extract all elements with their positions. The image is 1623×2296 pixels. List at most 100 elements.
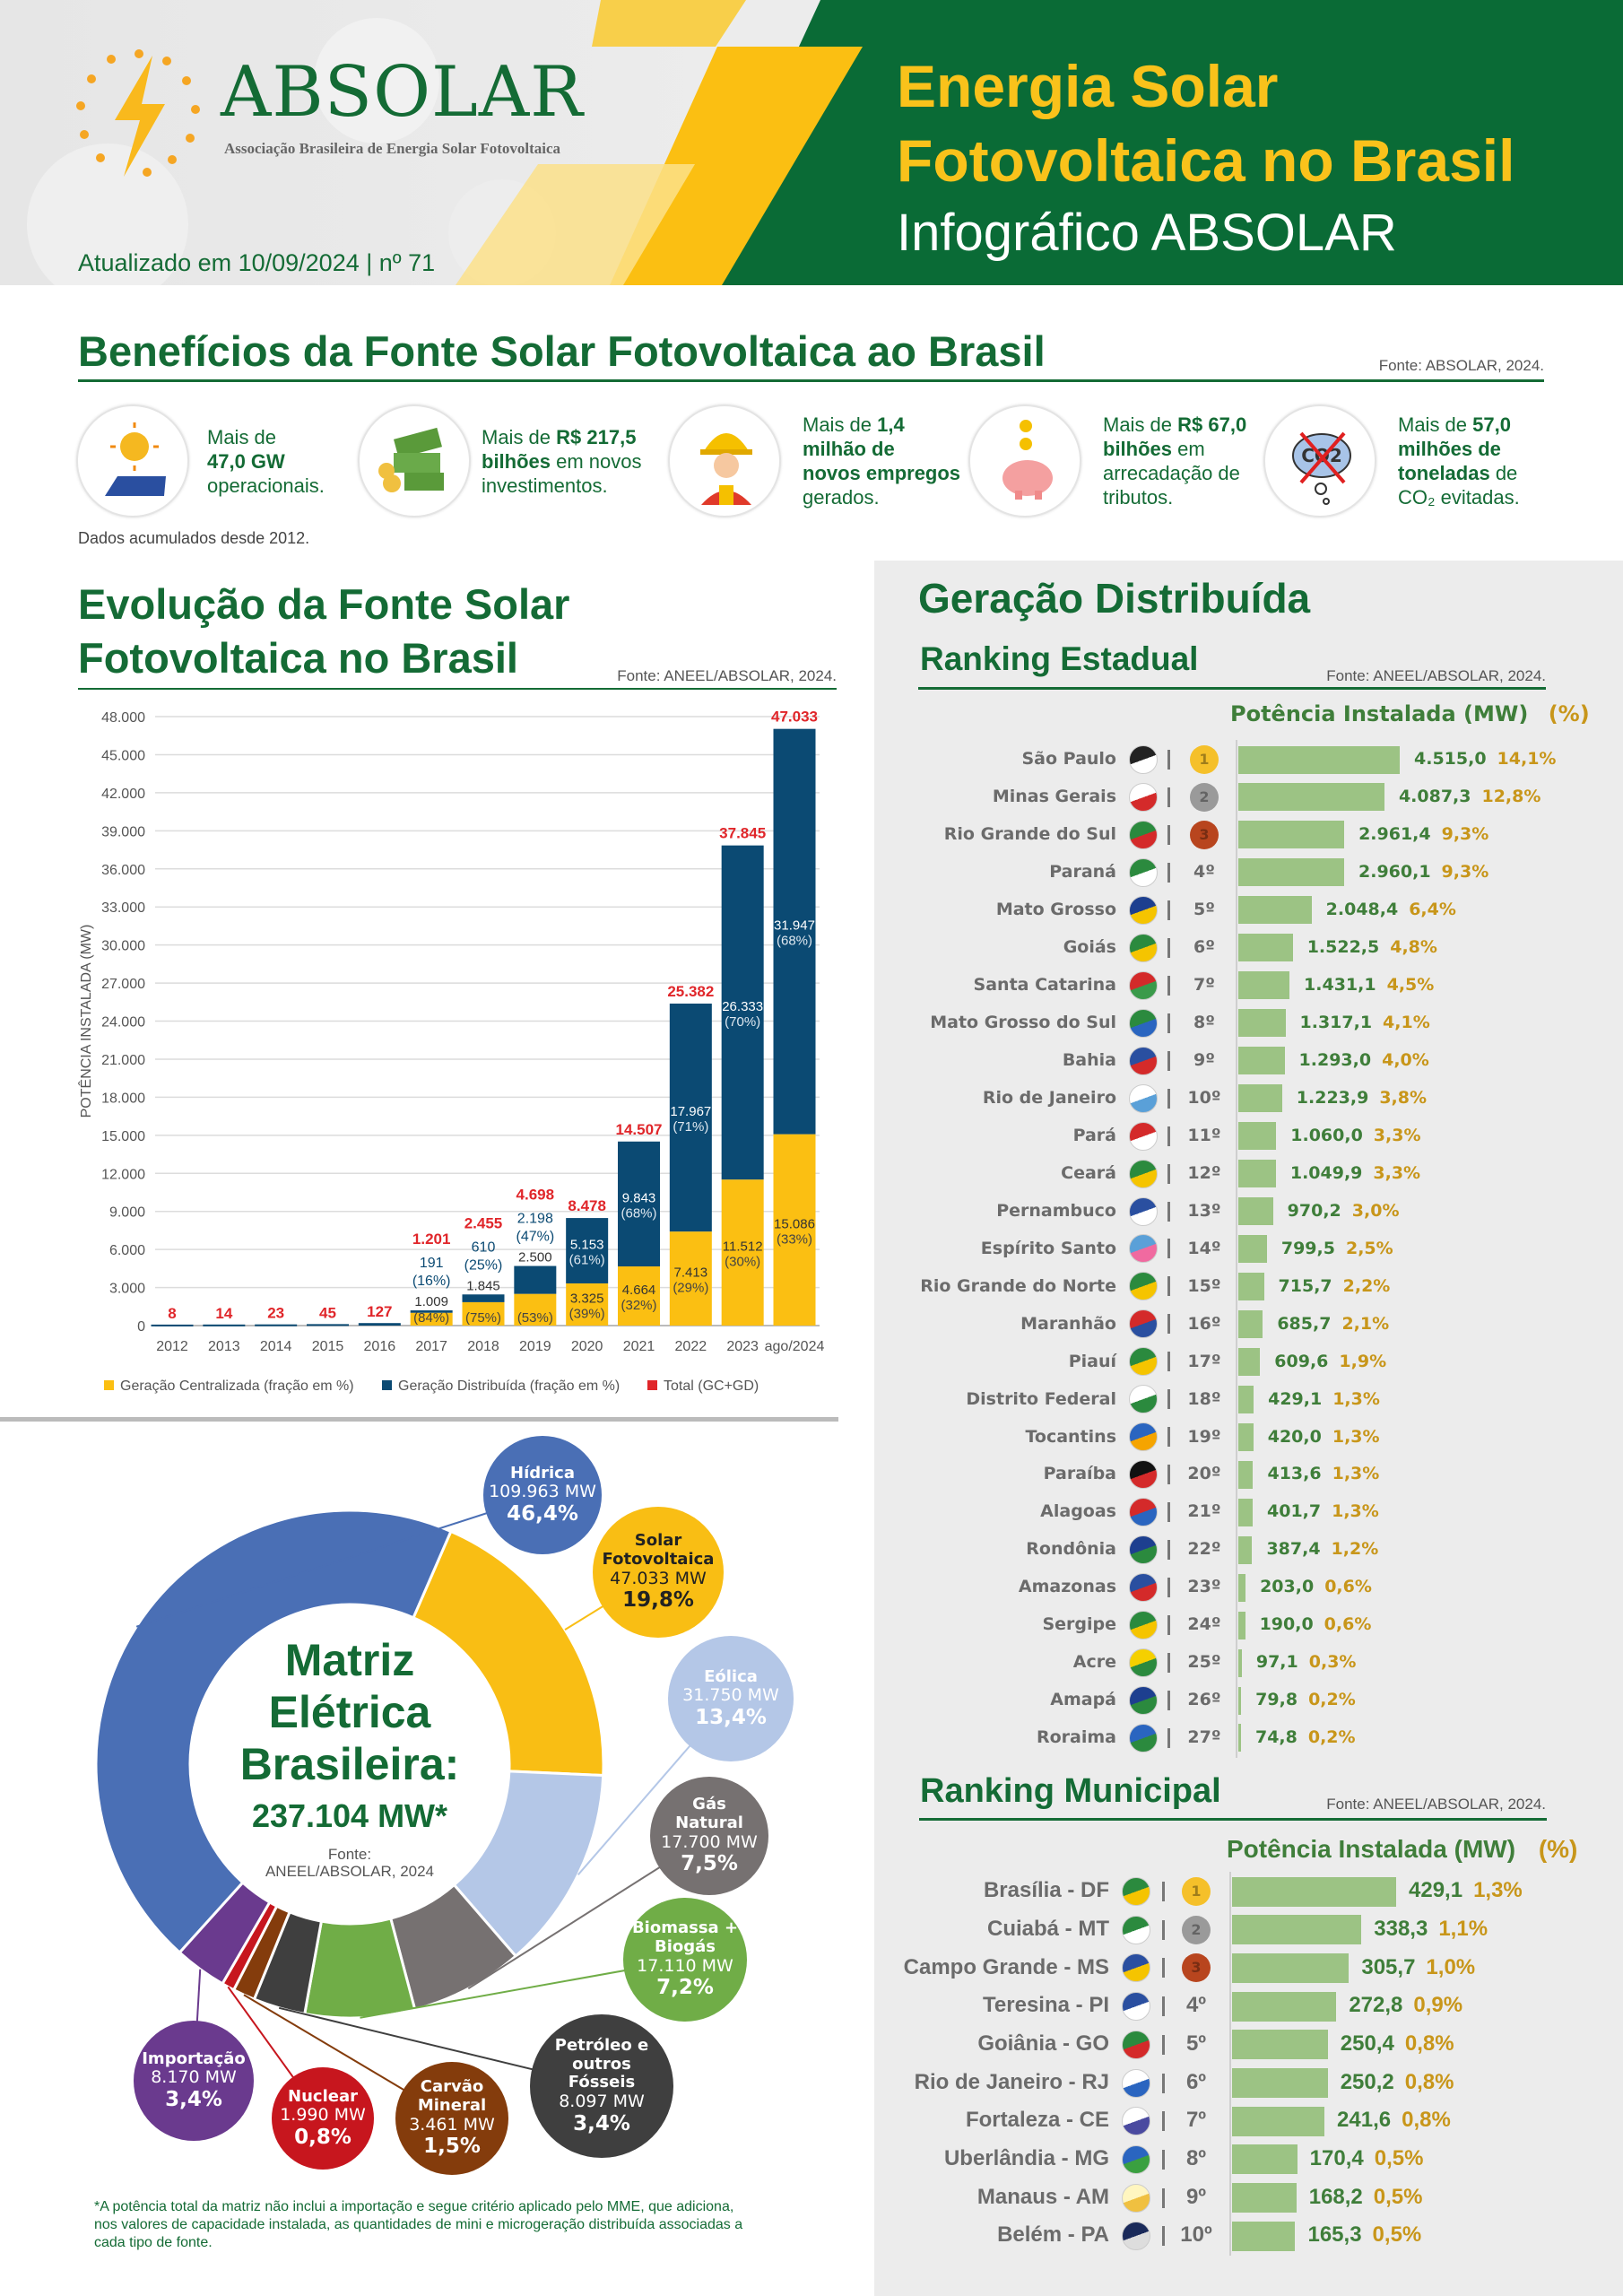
header-background	[0, 0, 1623, 285]
flag-icon	[1129, 1121, 1158, 1151]
installed-power: 79,8	[1255, 1690, 1298, 1710]
total-label: 45	[319, 1304, 336, 1321]
installed-power: 413,6	[1267, 1464, 1322, 1484]
flag-icon	[1129, 933, 1158, 962]
total-label: 47.033	[771, 709, 818, 726]
share-pct: 4,8%	[1390, 937, 1437, 958]
ranking-value: 250,4 0,8%	[1341, 2031, 1454, 2057]
ranking-bar	[1238, 934, 1293, 962]
ranking-name: Bahia	[1062, 1049, 1116, 1070]
source-name: Solar Fotovoltaica	[602, 1531, 715, 1569]
separator	[1167, 1013, 1170, 1033]
update-date: Atualizado em 10/09/2024 | nº 71	[78, 249, 436, 276]
legend-label: Geração Distribuída (fração em %)	[398, 1378, 620, 1394]
flag-icon	[1129, 745, 1158, 774]
separator	[1167, 937, 1170, 958]
installed-power: 1.223,9	[1296, 1087, 1369, 1108]
y-tick-label: 18.000	[101, 1091, 145, 1106]
ranking-bar	[1238, 1272, 1264, 1300]
benefits-title: Benefícios da Fonte Solar Fotovoltaica a…	[78, 327, 1046, 375]
flag-icon	[1122, 2068, 1150, 2098]
flag-icon	[1129, 1460, 1158, 1490]
bar-centralized	[410, 1312, 453, 1326]
flag-icon	[1129, 1422, 1158, 1452]
installed-power: 970,2	[1287, 1200, 1341, 1221]
matrix-total: 237.104 MW*	[251, 1797, 448, 1834]
matrix-title-line1: Matriz	[284, 1635, 415, 1685]
flag-icon	[1122, 1877, 1150, 1906]
y-tick-label: 45.000	[101, 748, 145, 763]
medal-gold-icon: 1	[1190, 745, 1219, 774]
separator	[1162, 1958, 1165, 1979]
ranking-bar	[1238, 1309, 1263, 1338]
ranking-value: 190,0 0,6%	[1260, 1614, 1372, 1634]
bar-total	[358, 1323, 401, 1326]
flag-icon	[1129, 1498, 1158, 1527]
source-bubble: Importação 8.170 MW 3,4%	[134, 2021, 254, 2141]
separator	[1167, 1276, 1170, 1297]
installed-power: 338,3	[1374, 1916, 1428, 1941]
ranking-value: 2.960,1 9,3%	[1358, 862, 1488, 882]
installed-power: 1.060,0	[1290, 1125, 1363, 1145]
ranking-bar	[1238, 1047, 1285, 1075]
source-name: Importação	[142, 2048, 246, 2068]
separator	[1167, 862, 1170, 883]
piggy-bank-icon	[1002, 420, 1053, 500]
ranking-position: 6º	[1185, 2069, 1207, 2094]
installed-power: 609,6	[1274, 1351, 1329, 1371]
benefit-text-part: Mais de	[803, 413, 878, 436]
total-label: 14	[215, 1305, 232, 1322]
installed-power: 2.961,4	[1358, 824, 1431, 845]
ranking-value: 2.961,4 9,3%	[1358, 824, 1488, 844]
ranking-bar	[1238, 1648, 1242, 1677]
separator	[1167, 1352, 1170, 1372]
share-pct: 2,5%	[1345, 1238, 1393, 1258]
flag-icon	[1122, 2222, 1150, 2251]
centralized-value-label: 15.086	[774, 1216, 815, 1231]
separator	[1167, 1727, 1170, 1748]
ranking-bar	[1238, 1009, 1286, 1038]
share-pct: 0,8%	[1404, 2069, 1454, 2094]
header-banner: ABSOLAR Associação Brasileira de Energia…	[0, 0, 1623, 285]
benefit-text-line: gerados.	[803, 485, 960, 509]
bar-centralized	[462, 1301, 505, 1326]
benefit-text-line: bilhões em novos	[482, 449, 642, 474]
source-mw: 17.110 MW	[637, 1955, 733, 1976]
flag-icon	[1129, 895, 1158, 925]
ranking-name: Cuiabá - MT	[987, 1916, 1109, 1941]
installed-power: 74,8	[1254, 1727, 1298, 1748]
worker-icon	[700, 433, 752, 505]
ranking-bar	[1238, 971, 1290, 1000]
bar-distributed	[566, 1218, 609, 1283]
installed-power: 1.293,0	[1298, 1049, 1372, 1070]
ranking-position: 5º	[1193, 900, 1215, 920]
x-tick-label: 2016	[364, 1339, 396, 1354]
flag-icon	[1122, 2107, 1150, 2136]
benefit-icon-circle	[358, 404, 471, 517]
bar-total	[151, 1324, 194, 1326]
ranking-name: Roraima	[1036, 1727, 1116, 1748]
bar-centralized	[721, 1179, 764, 1326]
donut-hole	[191, 1605, 508, 1923]
total-label: 2.455	[464, 1214, 503, 1231]
source-name: Hídrica	[510, 1463, 575, 1483]
ranking-value: 2.048,4 6,4%	[1326, 900, 1456, 919]
installed-power: 250,4	[1340, 2031, 1394, 2056]
ranking-position: 16º	[1187, 1313, 1221, 1334]
share-pct: 0,6%	[1324, 1614, 1372, 1635]
centralized-pct-label: (75%)	[465, 1310, 501, 1326]
source-bubble: Hídrica 109.963 MW 46,4%	[483, 1436, 602, 1554]
share-pct: 1,2%	[1331, 1539, 1379, 1560]
evolution-bar-chart: 0 3.000 6.000 9.000 12.000 15.000 18.000 21.000…	[77, 709, 824, 1394]
ranking-value: 609,6 1,9%	[1274, 1352, 1386, 1371]
source-pct: 3,4%	[165, 2088, 222, 2112]
bar-centralized	[618, 1266, 660, 1326]
benefit-highlight: bilhões	[1103, 438, 1173, 460]
installed-power: 241,6	[1337, 2108, 1392, 2133]
separator	[1162, 2187, 1165, 2208]
matrix-donut-chart	[94, 1494, 732, 2119]
ranking-value: 1.317,1 4,1%	[1300, 1013, 1430, 1032]
legend-swatch	[647, 1380, 657, 1390]
ranking-name: Maranhão	[1020, 1313, 1116, 1334]
total-label: 1.201	[412, 1231, 451, 1248]
